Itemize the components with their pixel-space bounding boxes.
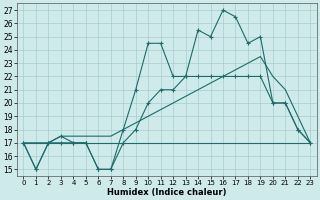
X-axis label: Humidex (Indice chaleur): Humidex (Indice chaleur)	[107, 188, 227, 197]
